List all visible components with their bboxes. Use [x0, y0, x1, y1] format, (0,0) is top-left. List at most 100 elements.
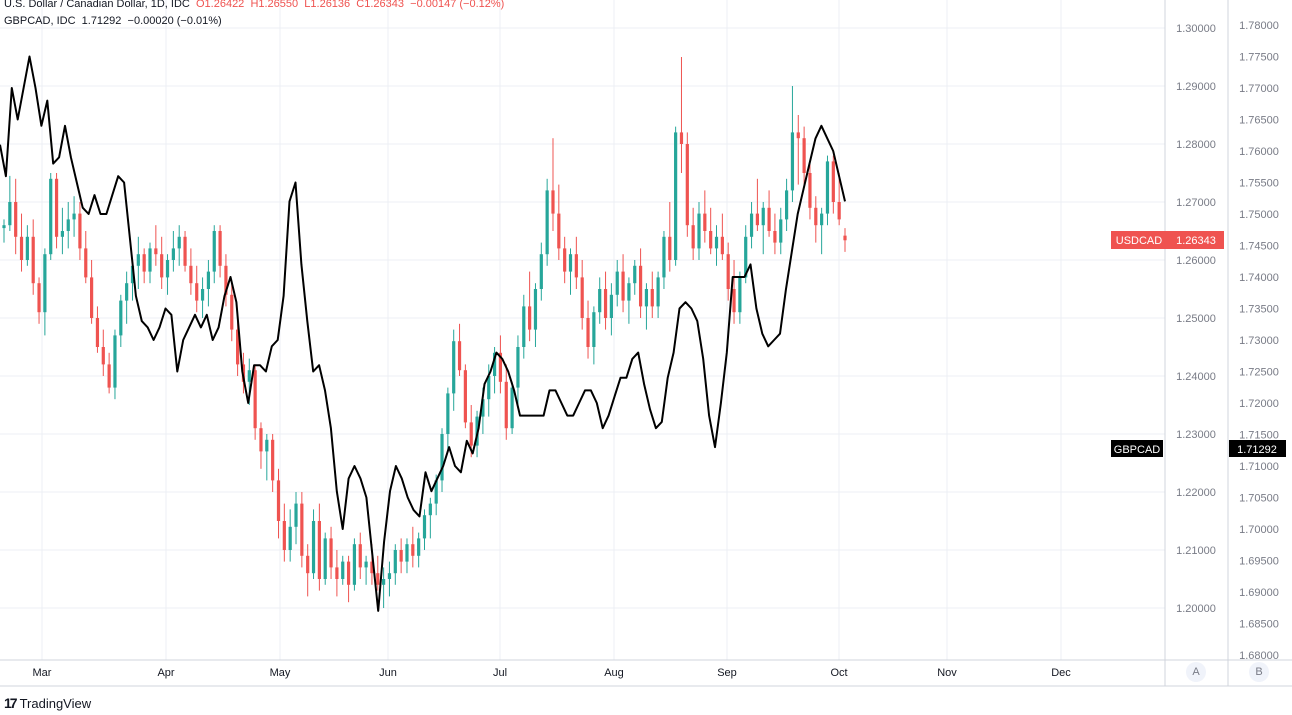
scale-a-button[interactable]: A: [1186, 662, 1206, 682]
candle: [405, 538, 409, 574]
tradingview-brand[interactable]: 17 TradingView: [4, 695, 91, 711]
candle: [335, 550, 339, 597]
gbpcad-tick-label: 1.76500: [1239, 115, 1279, 127]
candle: [300, 492, 304, 568]
candle: [533, 283, 538, 347]
candle: [282, 503, 286, 562]
gbpcad-price-scale: 1.78000 1.77500 1.77000 1.76500 1.76000 1.755…: [1239, 20, 1279, 662]
gbpcad-tick-label: 1.73500: [1239, 304, 1279, 316]
candle: [358, 532, 362, 579]
candle-body: [171, 248, 175, 260]
candle: [709, 207, 713, 255]
candle: [522, 294, 526, 359]
candle: [627, 277, 631, 324]
candle-body: [510, 387, 514, 429]
candle: [668, 202, 672, 272]
candle: [580, 260, 584, 330]
candle: [773, 213, 777, 255]
candle-body: [346, 561, 351, 585]
candle-body: [603, 289, 608, 318]
candle: [796, 115, 800, 185]
usdcad-legend-low: L1.26136: [304, 0, 351, 10]
gbpcad-label-value: 1.71292: [1237, 444, 1277, 456]
candle-body: [276, 480, 281, 521]
candle: [563, 236, 567, 284]
candle: [136, 236, 140, 289]
candle-body: [633, 265, 637, 284]
candle-body: [609, 294, 613, 318]
candle-body: [364, 561, 368, 568]
candle: [662, 231, 666, 289]
candle-body: [31, 236, 35, 284]
usdcad-price-label: USDCAD 1.26343: [1111, 231, 1224, 249]
usdcad-legend-change: −0.00147 (−0.12%): [410, 0, 505, 10]
candle: [644, 283, 649, 330]
candle: [382, 567, 386, 608]
candle: [218, 225, 222, 278]
candle-body: [306, 555, 310, 574]
candle: [90, 260, 94, 324]
candle: [650, 271, 654, 318]
candle-body: [189, 265, 193, 284]
candle: [212, 225, 216, 284]
candle-body: [481, 399, 485, 417]
candle: [154, 225, 158, 266]
candle-body: [674, 132, 678, 260]
candle: [364, 555, 368, 585]
candle: [393, 544, 397, 585]
gbpcad-tick-label: 1.75000: [1239, 209, 1279, 221]
candle-body: [551, 190, 555, 214]
candle-body: [592, 312, 596, 347]
candle: [738, 271, 742, 324]
month-tick-label: May: [270, 667, 291, 679]
candle-body: [843, 235, 847, 241]
candle-body: [533, 289, 538, 330]
tradingview-brand-name: TradingView: [19, 695, 92, 711]
candle-body: [200, 289, 205, 301]
candle: [749, 202, 754, 249]
candle: [341, 555, 345, 585]
candle-body: [697, 213, 701, 249]
usdcad-label-value: 1.26343: [1176, 235, 1216, 247]
gbpcad-tick-label: 1.76000: [1239, 146, 1279, 158]
scale-b-button[interactable]: B: [1249, 662, 1269, 682]
candle-body: [539, 254, 543, 289]
candle-body: [259, 428, 263, 452]
candle: [779, 207, 783, 255]
candle: [171, 231, 175, 272]
candle: [592, 306, 596, 365]
candle: [2, 219, 6, 243]
candle-body: [831, 161, 835, 202]
candle-body: [288, 526, 292, 550]
usdcad-legend: U.S. Dollar / Canadian Dollar, 1D, IDC O…: [4, 0, 504, 10]
time-scale: Mar Apr May Jun Jul Aug Sep Oct Nov Dec: [33, 667, 1072, 679]
gbpcad-tick-label: 1.77500: [1239, 52, 1279, 64]
candle-body: [376, 573, 380, 585]
candle-body: [183, 236, 187, 266]
candle: [37, 277, 41, 324]
month-tick-label: Aug: [604, 667, 624, 679]
candle: [422, 509, 427, 550]
candle-body: [709, 231, 713, 249]
candle-body: [463, 370, 467, 423]
candle-body: [165, 260, 170, 278]
candle-body: [837, 202, 841, 220]
gbpcad-price-label: GBPCAD 1.71292: [1111, 440, 1286, 457]
usdcad-legend-open: O1.26422: [195, 0, 245, 10]
candle-body: [160, 254, 164, 278]
candle-body: [615, 271, 619, 295]
month-tick-label: Nov: [937, 667, 957, 679]
candle-body: [101, 347, 105, 365]
candle: [19, 213, 24, 272]
candle: [808, 161, 812, 220]
candle: [399, 538, 403, 574]
candle-body: [43, 254, 47, 313]
candle: [323, 532, 327, 585]
candle: [142, 248, 146, 284]
candle-body: [130, 265, 135, 284]
gbpcad-tick-label: 1.75500: [1239, 178, 1279, 190]
candle-body: [411, 544, 415, 556]
candle: [446, 387, 450, 452]
candle: [125, 271, 129, 324]
